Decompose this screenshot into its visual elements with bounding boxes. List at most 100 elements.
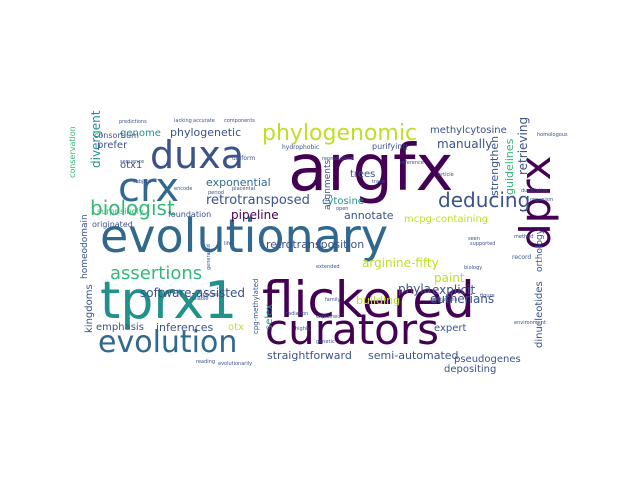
word-building: building [356,294,400,307]
word-strengthen: strengthen [488,136,501,196]
word-placental: placental [232,186,255,192]
word-organism: organism [530,197,553,203]
word-subject: subject [133,179,151,185]
word-supported: supported [470,241,495,247]
word-limitations: limitations [431,297,458,303]
word-extended: extended [316,264,340,270]
word-components: components [224,118,255,124]
word-cytosine: cytosine [322,196,364,207]
word-trees: trees [350,169,375,180]
word-evolution: evolution [98,325,237,360]
word-life: life [224,241,232,247]
word-figure: figure [480,293,495,299]
word-depositing: depositing [444,364,496,375]
word-homologous: homologous [537,132,568,138]
word-mcpg-containing: mcpg-containing [404,214,488,225]
word-period: period [208,190,224,196]
word-genetic: genetic [316,339,335,345]
word-guidelines: guidelines [503,138,516,195]
word-assertions: assertions [110,263,202,284]
word-flickered: flickered [262,271,475,329]
word-exponential: exponential [206,176,271,189]
word-seen: seen [468,236,480,242]
word-explicit: explicit [432,283,475,297]
word-reliable: reliable [190,296,209,302]
word-duxa: duxa [150,133,244,177]
word-highly: highly [295,326,310,332]
word-record: record [512,254,531,261]
word-phyla: phyla [398,282,431,296]
word-crx: crx [118,165,179,211]
word-pipeline: pipeline [231,208,279,222]
word-otx: otx [228,322,244,333]
word-homeodomain: homeodomain [80,214,90,279]
word-family: family [325,297,340,303]
word-radiation: radiation [286,311,308,317]
word-kingdoms: kingdoms [84,284,95,333]
word-tprx1: tprx1 [100,271,237,331]
word-dprx: dprx [511,156,560,250]
word-reference: reference [400,160,424,166]
word-generated: generated [206,244,212,270]
word-evolutionarily: evolutionarily [218,361,252,367]
word-arginine-fifty: arginine-fifty [362,256,439,270]
word-retrotransposition: retrotransposition [266,238,364,251]
word-evolutionary: evolutionary [100,209,388,263]
word-phylogenomic: phylogenomic [262,121,417,146]
word-duplication: duplication [521,188,549,194]
word-expert: expert [434,323,467,334]
word-sequence: sequence [120,159,144,165]
word-lacking: lacking [174,118,192,124]
word-otx1: otx1 [120,160,142,171]
word-consortium: consortium [94,131,139,140]
word-article: article [438,172,454,178]
word-originated: originated [92,220,133,229]
word-reading: reading [196,359,215,365]
word-predictions: predictions [119,119,147,125]
cloud-background [80,120,560,360]
word-software-assisted: software-assisted [140,286,245,300]
word-uniform: uniform [232,155,255,162]
word-reproductive: reproductive [322,156,354,162]
word-biologist: biologist [90,196,175,220]
word-purifying: purifying [372,142,407,151]
word-selex: selex [264,304,275,330]
word-trace: trace [372,179,385,185]
word-surprisingly: surprisingly [97,207,144,216]
word-environment: environment [514,320,546,326]
word-methylcytosine: methylcytosine [430,125,507,136]
word-deducing: deducing [438,188,530,212]
word-phylogenetic: phylogenetic [170,126,241,139]
word-biology: biology [464,265,482,271]
word-pseudogenes: pseudogenes [454,354,521,365]
word-semi-automated: semi-automated [368,349,459,362]
word-alignments: alignments [323,160,333,210]
word-argfx: argfx [288,132,453,206]
word-eutherians: eutherians [430,292,494,306]
word-accurate: accurate [193,118,215,124]
word-orthology: orthology [535,228,545,272]
word-hydrophobic: hydrophobic [282,144,319,151]
word-curators: curators [265,305,439,354]
word-method: method [514,234,533,240]
word-paint: paint [434,271,465,285]
word-prefer: prefer [97,140,128,151]
word-genome: genome [120,128,161,139]
word-dinucleotides: dinucleotides [534,281,545,348]
word-foundation: foundation [168,210,211,219]
word-inferences: inferences [156,321,214,334]
word-annotate: annotate [344,209,394,222]
word-manually: manually [437,137,492,151]
word-conservation: conservation [68,126,77,178]
word-retrieving: retrieving [516,117,530,175]
word-species: species [200,292,219,298]
word-explained: explained [316,314,340,320]
word-divergent: divergent [89,110,103,168]
word-encode: encode [174,186,192,192]
word-emphasis: emphasis [96,322,144,333]
word-cpg-methylated: cpg-methylated [252,279,260,334]
word-straightforward: straightforward [267,349,352,362]
word-open: open [336,206,348,212]
